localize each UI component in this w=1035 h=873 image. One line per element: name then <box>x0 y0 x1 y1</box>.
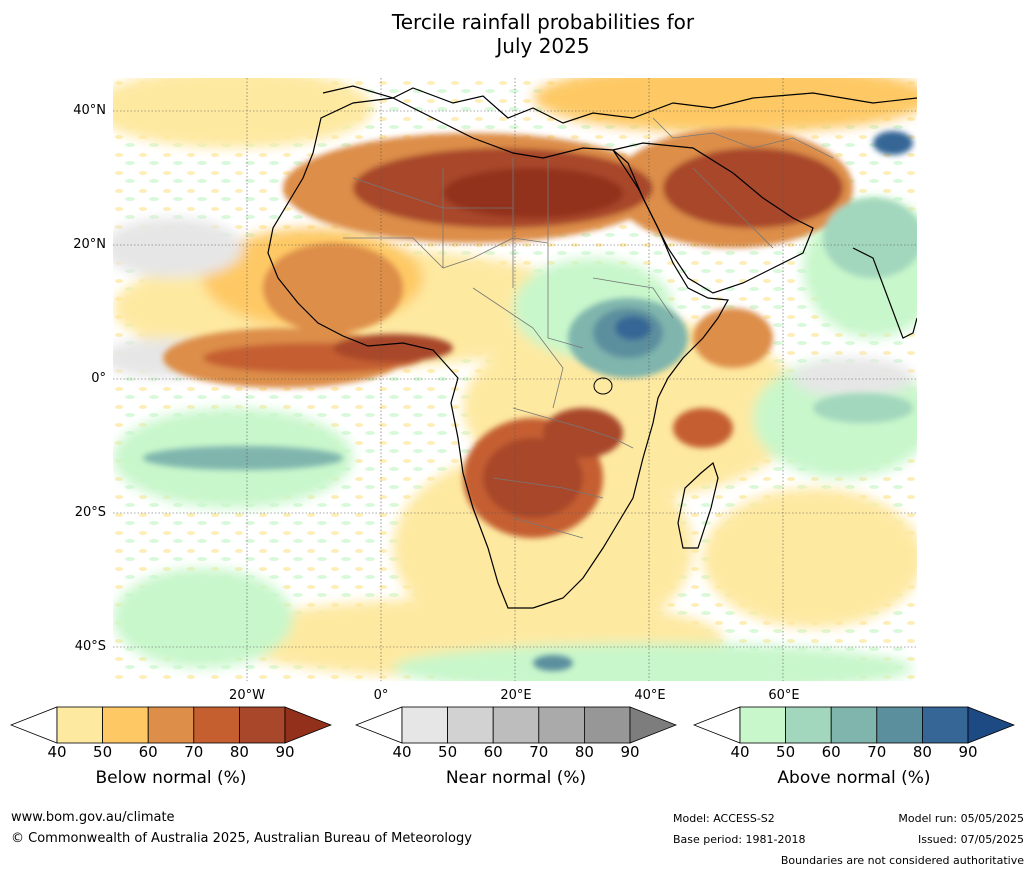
above-normal-label: Above normal (%) <box>777 768 931 788</box>
lat-label-20n: 20°N <box>73 237 106 252</box>
graticule <box>113 78 917 681</box>
rainfall-probability-map <box>113 78 917 681</box>
below-normal-swatch-60 <box>147 706 195 744</box>
above-normal-tick-60: 60 <box>821 743 841 761</box>
arabian-peninsula-coastline <box>612 142 814 294</box>
below-normal-swatch-50 <box>102 706 149 744</box>
model-name: Model: ACCESS-S2 <box>673 812 775 825</box>
base-period: Base period: 1981-2018 <box>673 833 806 846</box>
below-normal-tick-60: 60 <box>138 743 158 761</box>
below-normal-colorbar <box>10 706 332 744</box>
lon-label-40e: 40°E <box>634 688 666 703</box>
below-normal-swatch-80 <box>238 706 286 744</box>
near-normal-colorbar <box>355 706 677 744</box>
near-normal-swatch-60 <box>492 706 540 744</box>
strong-signal-fields <box>143 128 917 671</box>
above-normal-extend-high <box>967 706 1015 744</box>
near-normal-tick-40: 40 <box>392 743 412 761</box>
above-normal-tick-90: 90 <box>958 743 978 761</box>
near-normal-tick-50: 50 <box>438 743 458 761</box>
map-title: Tercile rainfall probabilities for July … <box>0 10 1035 58</box>
lon-label-0: 0° <box>373 688 389 703</box>
boundaries-disclaimer: Boundaries are not considered authoritat… <box>780 854 1024 867</box>
near-normal-tick-90: 90 <box>620 743 640 761</box>
above-normal-colorbar <box>693 706 1015 744</box>
model-run-date: Model run: 05/05/2025 <box>898 812 1024 825</box>
below-normal-swatch-70 <box>193 706 240 744</box>
below-normal-extend-low <box>10 706 58 744</box>
near-normal-tick-80: 80 <box>574 743 594 761</box>
near-normal-extend-high <box>629 706 677 744</box>
lake-victoria <box>593 377 613 395</box>
issued-date: Issued: 07/05/2025 <box>917 833 1024 846</box>
country-borders <box>343 117 834 539</box>
near-normal-swatch-70 <box>538 706 585 744</box>
above-normal-swatch-80 <box>921 706 969 744</box>
lat-label-40s: 40°S <box>74 639 106 654</box>
above-normal-swatch-50 <box>785 706 832 744</box>
india-coastline <box>852 247 917 339</box>
below-normal-tick-40: 40 <box>47 743 67 761</box>
near-normal-swatch-40 <box>401 706 448 744</box>
near-normal-swatch-50 <box>447 706 494 744</box>
lon-label-20e: 20°E <box>500 688 532 703</box>
title-line-2: July 2025 <box>496 34 590 58</box>
near-normal-tick-60: 60 <box>483 743 503 761</box>
copyright-text: © Commonwealth of Australia 2025, Austra… <box>11 831 472 846</box>
near-normal-extend-low <box>355 706 403 744</box>
lon-label-20w: 20°W <box>229 688 265 703</box>
website-link[interactable]: www.bom.gov.au/climate <box>11 810 175 825</box>
above-normal-swatch-70 <box>876 706 923 744</box>
lat-label-40n: 40°N <box>73 103 106 118</box>
africa-coastline <box>267 97 729 609</box>
europe-coastline <box>322 85 917 124</box>
below-normal-tick-70: 70 <box>184 743 204 761</box>
below-normal-swatch-40 <box>56 706 103 744</box>
above-normal-swatch-60 <box>830 706 878 744</box>
above-normal-tick-70: 70 <box>867 743 887 761</box>
madagascar-coastline <box>677 461 719 549</box>
lon-label-60e: 60°E <box>768 688 800 703</box>
lat-label-0: 0° <box>91 371 106 386</box>
below-normal-tick-80: 80 <box>229 743 249 761</box>
lat-label-20s: 20°S <box>74 505 106 520</box>
near-normal-label: Near normal (%) <box>445 768 587 788</box>
above-normal-tick-80: 80 <box>912 743 932 761</box>
below-normal-extend-high <box>284 706 332 744</box>
above-normal-tick-40: 40 <box>730 743 750 761</box>
above-normal-tick-50: 50 <box>776 743 796 761</box>
above-normal-extend-low <box>693 706 741 744</box>
above-normal-swatch-40 <box>739 706 786 744</box>
near-normal-swatch-80 <box>583 706 631 744</box>
near-normal-tick-70: 70 <box>529 743 549 761</box>
below-normal-tick-90: 90 <box>275 743 295 761</box>
below-normal-tick-50: 50 <box>93 743 113 761</box>
title-line-1: Tercile rainfall probabilities for <box>391 10 695 34</box>
below-normal-label: Below normal (%) <box>95 768 247 788</box>
